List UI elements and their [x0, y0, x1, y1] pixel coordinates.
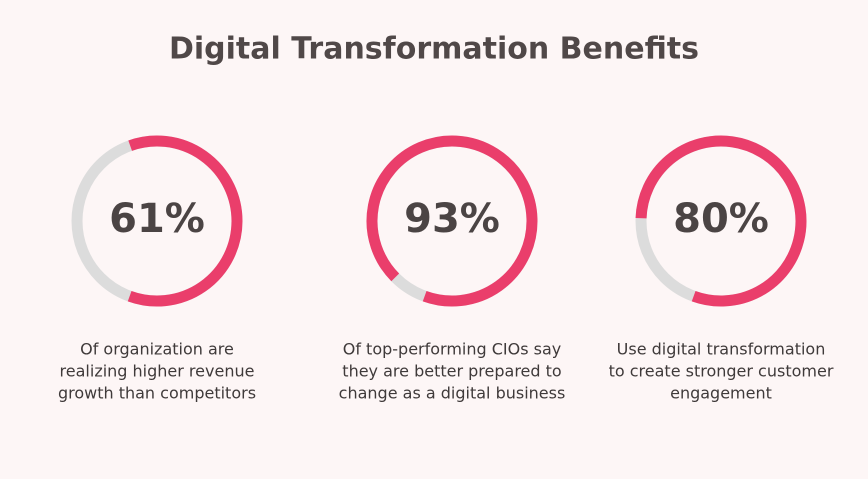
ring-progress [366, 135, 538, 307]
value-label: 80% [673, 196, 769, 242]
caption-line: Of top-performing CIOs say [343, 340, 562, 359]
caption-line: change as a digital business [339, 384, 566, 403]
caption-line: engagement [670, 384, 772, 403]
caption-line: they are better prepared to [342, 362, 561, 381]
value-label: 93% [404, 196, 500, 242]
value-label: 61% [109, 196, 205, 242]
caption-line: Use digital transformation [617, 340, 826, 359]
page-title: Digital Transformation Benefits [169, 32, 699, 67]
caption-line: to create stronger customer [609, 362, 834, 381]
caption-line: growth than competitors [58, 384, 256, 403]
ring-progress [127, 135, 243, 307]
caption-line: Of organization are [80, 340, 234, 359]
ring-progress [635, 135, 807, 307]
caption-line: realizing higher revenue [60, 362, 255, 381]
